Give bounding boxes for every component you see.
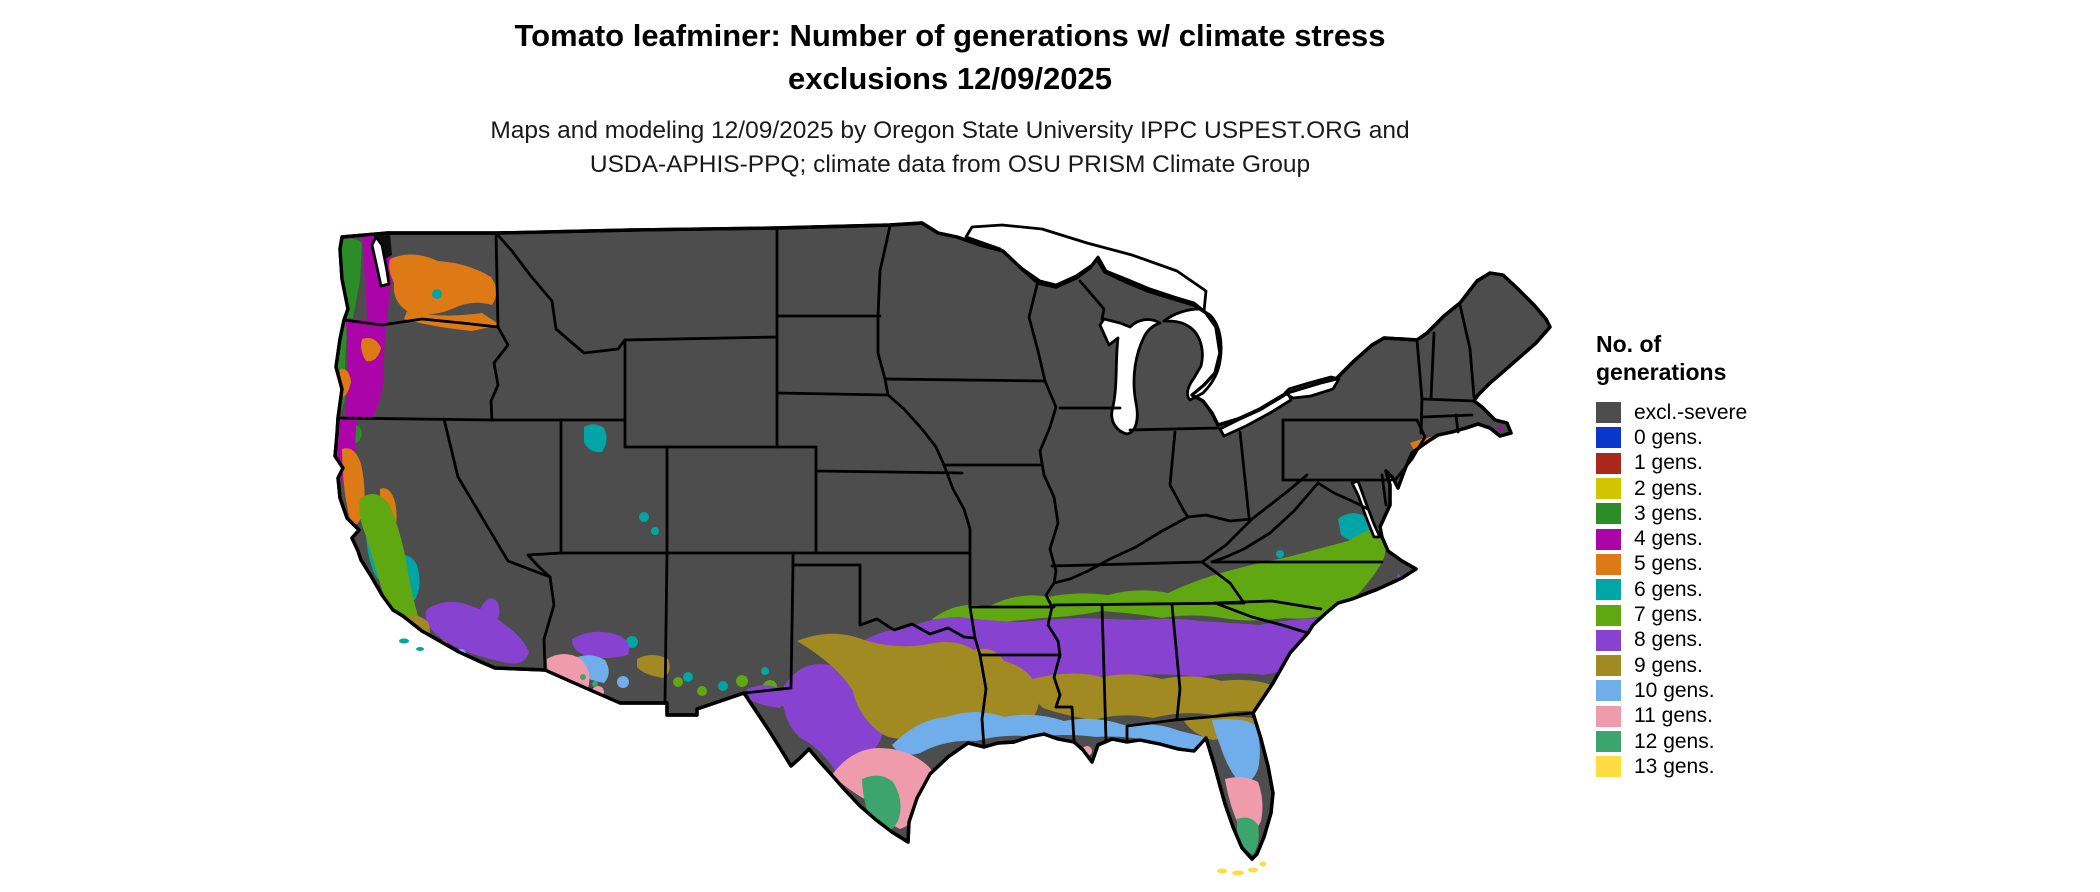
legend-item: 13 gens. xyxy=(1596,754,1816,779)
legend-item-label: 13 gens. xyxy=(1634,754,1715,778)
legend-item: 11 gens. xyxy=(1596,704,1816,729)
legend-item-label: 3 gens. xyxy=(1634,501,1703,525)
lake-superior xyxy=(964,223,1208,313)
legend-swatch xyxy=(1596,427,1621,449)
legend-item-label: 8 gens. xyxy=(1634,628,1703,652)
legend-title-line2: generations xyxy=(1596,359,1727,385)
map-title-line2: exclusions 12/09/2025 xyxy=(787,61,1112,96)
lake-michigan xyxy=(1098,317,1162,436)
legend-swatch xyxy=(1596,452,1621,474)
legend-item-label: 4 gens. xyxy=(1634,527,1703,551)
state-borders xyxy=(336,224,1477,749)
puget-sound xyxy=(370,235,391,288)
legend-item: 7 gens. xyxy=(1596,602,1816,627)
legend-item: 0 gens. xyxy=(1596,425,1816,450)
legend-swatch xyxy=(1596,503,1621,525)
legend-item: 12 gens. xyxy=(1596,729,1816,754)
us-map xyxy=(332,221,1557,881)
legend-swatch xyxy=(1596,528,1621,550)
legend-item-label: 7 gens. xyxy=(1634,603,1703,627)
legend-item: excl.-severe xyxy=(1596,400,1816,425)
legend-item-label: 2 gens. xyxy=(1634,476,1703,500)
legend-swatch xyxy=(1596,553,1621,575)
map-subtitle-line2: USDA-APHIS-PPQ; climate data from OSU PR… xyxy=(589,151,1311,178)
legend-item: 3 gens. xyxy=(1596,501,1816,526)
legend-item: 1 gens. xyxy=(1596,451,1816,476)
legend-item-label: 6 gens. xyxy=(1634,577,1703,601)
legend-items: excl.-severe 0 gens. 1 gens. 2 gens. 3 gens.… xyxy=(1596,400,1816,779)
map-subtitle-line1: Maps and modeling 12/09/2025 by Oregon S… xyxy=(490,117,1410,144)
legend-item: 2 gens. xyxy=(1596,476,1816,501)
header: Tomato leafminer: Number of generations … xyxy=(270,14,1630,182)
map-title-line1: Tomato leafminer: Number of generations … xyxy=(514,18,1386,53)
legend-item: 6 gens. xyxy=(1596,577,1816,602)
legend-title-line1: No. of xyxy=(1596,331,1662,357)
legend-swatch xyxy=(1596,579,1621,601)
legend-item: 9 gens. xyxy=(1596,653,1816,678)
legend-swatch xyxy=(1596,731,1621,752)
legend-item-label: 11 gens. xyxy=(1634,704,1714,728)
legend-item: 8 gens. xyxy=(1596,628,1816,653)
legend-item-label: 5 gens. xyxy=(1634,552,1703,576)
legend-item: 4 gens. xyxy=(1596,526,1816,551)
map-subtitle: Maps and modeling 12/09/2025 by Oregon S… xyxy=(270,114,1630,182)
legend-swatch xyxy=(1596,680,1621,702)
legend-item-label: 10 gens. xyxy=(1634,678,1715,702)
legend-swatch xyxy=(1596,629,1621,651)
great-lakes xyxy=(370,223,1382,539)
legend-item-label: excl.-severe xyxy=(1634,400,1748,424)
legend-item-label: 12 gens. xyxy=(1634,729,1715,753)
legend-item-label: 9 gens. xyxy=(1634,653,1703,677)
legend-swatch xyxy=(1596,705,1621,727)
legend-item: 10 gens. xyxy=(1596,678,1816,703)
legend-swatch xyxy=(1596,402,1621,424)
legend-title: No. of generations xyxy=(1596,330,1816,386)
legend-swatch xyxy=(1596,655,1621,677)
legend-swatch xyxy=(1596,478,1621,500)
legend-swatch xyxy=(1596,604,1621,626)
us-map-svg xyxy=(333,221,1552,876)
legend-swatch xyxy=(1596,756,1621,778)
region-8-gens xyxy=(425,573,1402,781)
legend-item: 5 gens. xyxy=(1596,552,1816,577)
region-channel-islands xyxy=(399,638,424,651)
region-13-gens-florida-keys xyxy=(1217,861,1267,876)
legend-item-label: 1 gens. xyxy=(1634,451,1703,475)
legend: No. of generations excl.-severe 0 gens. 1 … xyxy=(1596,330,1816,779)
legend-item-label: 0 gens. xyxy=(1634,425,1703,449)
